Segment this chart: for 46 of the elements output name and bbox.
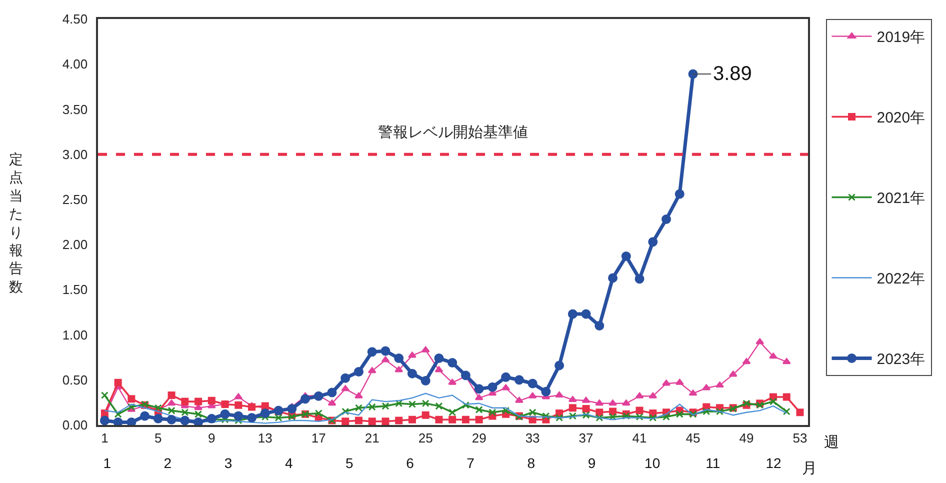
annotation: 3.89 [713, 63, 752, 85]
x2-tick-label: 1 [103, 455, 112, 471]
legend-label: 2023年 [876, 351, 926, 368]
x-tick-label: 1 [101, 430, 108, 446]
x-tick-label: 33 [525, 430, 540, 446]
x-tick-label: 17 [311, 430, 326, 446]
x2-tick-label: 9 [588, 455, 596, 471]
y-tick-label: 4.50 [62, 12, 88, 27]
y-axis-title: 定点当たり報告数 [9, 151, 23, 294]
y-tick-label: 1.50 [62, 282, 88, 298]
x2-tick-label: 8 [527, 455, 536, 471]
x2-tick-label: 5 [346, 455, 354, 471]
x-tick-label: 5 [154, 430, 162, 446]
x2-tick-label: 12 [766, 455, 782, 471]
y-tick-label: 3.00 [62, 146, 88, 162]
x-tick-label: 13 [258, 430, 272, 446]
x-tick-label: 21 [364, 430, 380, 446]
x-tick-label: 49 [739, 430, 754, 446]
x-tick-label: 37 [578, 430, 594, 446]
x-tick-label: 41 [632, 430, 647, 446]
y-tick-label: 0.50 [62, 372, 88, 388]
x-tick-label: 45 [686, 430, 700, 446]
x2-tick-label: 2 [164, 455, 172, 471]
x2-tick-label: 3 [224, 455, 232, 471]
legend-label: 2020年 [876, 110, 926, 127]
x2-tick-label: 4 [284, 455, 293, 471]
x2-tick-label: 10 [644, 455, 660, 471]
x-tick-label: 25 [418, 430, 433, 446]
x-tick-label: 29 [472, 430, 486, 446]
x-axis-title: 週 [824, 434, 839, 451]
y-tick-label: 4.00 [62, 56, 88, 72]
x2-tick-label: 11 [706, 455, 720, 471]
y-tick-label: 2.50 [62, 192, 88, 207]
y-tick-label: 0.00 [62, 418, 88, 433]
legend-label: 2019年 [876, 29, 926, 46]
y-tick-label: 3.50 [62, 102, 88, 117]
x2-tick-label: 7 [466, 455, 475, 471]
x-tick-label: 53 [792, 430, 808, 446]
x-tick-label: 9 [208, 430, 216, 446]
x2-axis-title: 月 [802, 460, 817, 477]
x2-tick-label: 6 [406, 455, 414, 471]
legend-label: 2022年 [876, 270, 926, 288]
ref-line-label: 警報レベル開始基準値 [378, 124, 528, 141]
y-tick-label: 2.00 [62, 237, 88, 252]
y-tick-label: 1.00 [62, 327, 88, 342]
legend-label: 2021年 [876, 190, 926, 208]
